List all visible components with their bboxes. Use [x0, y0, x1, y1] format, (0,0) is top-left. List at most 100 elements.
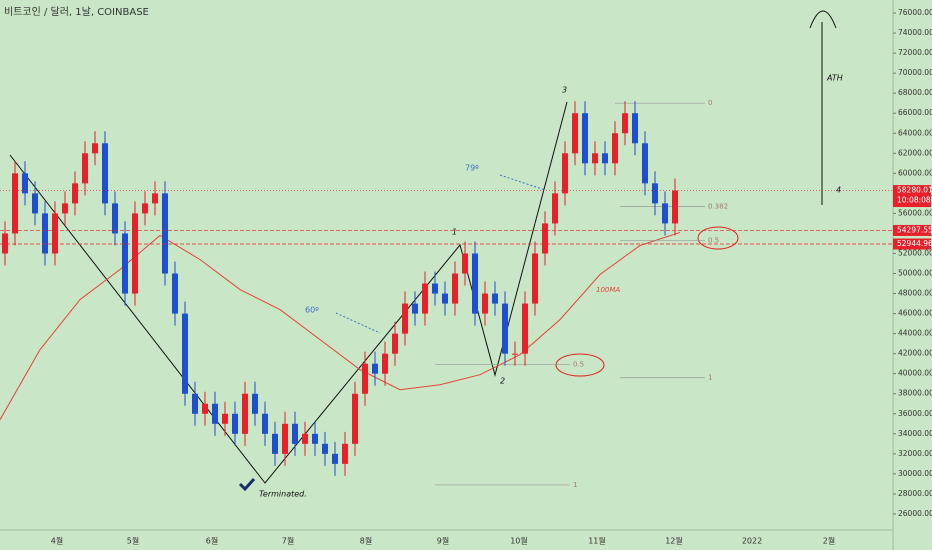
candle-body — [222, 413, 228, 424]
annotation: 60º — [305, 306, 319, 315]
fib-label: 1 — [708, 374, 712, 382]
fib-label: 0.5 — [708, 236, 719, 244]
y-tick-label: 56000.00 — [898, 208, 932, 217]
annotation: 2 — [500, 377, 505, 386]
y-tick-label: 68000.00 — [898, 88, 932, 97]
angle-line — [335, 312, 381, 334]
x-tick-label: 2022 — [742, 537, 762, 546]
annotation: 3 — [562, 86, 567, 95]
candle-body — [522, 303, 528, 354]
candle-body — [192, 393, 198, 414]
y-tick-label: 38000.00 — [898, 389, 932, 398]
y-tick-label: 52000.00 — [898, 248, 932, 257]
candle-body — [62, 203, 68, 214]
candle-body — [662, 203, 668, 224]
annotation: 4 — [836, 186, 841, 195]
candle-body — [72, 183, 78, 204]
candle-body — [292, 423, 298, 444]
candle-body — [572, 113, 578, 154]
candle-body — [492, 293, 498, 304]
y-tick-label: 64000.00 — [898, 128, 932, 137]
candle-body — [652, 183, 658, 204]
ma-label: 100MA — [596, 286, 620, 294]
price-tag — [893, 185, 931, 208]
countdown-label: 10:08:08 — [897, 196, 931, 205]
candle-body — [642, 143, 648, 184]
y-tick-label: 60000.00 — [898, 168, 932, 177]
price-tag — [893, 224, 931, 236]
y-tick-label: 26000.00 — [898, 509, 932, 518]
candle-body — [132, 213, 138, 294]
candle-body — [92, 143, 98, 154]
candle-body — [112, 203, 118, 234]
candle-body — [482, 293, 488, 314]
candle-body — [152, 193, 158, 204]
y-tick-label: 32000.00 — [898, 449, 932, 458]
candle-body — [562, 153, 568, 194]
candle-body — [422, 283, 428, 314]
candle-body — [472, 253, 478, 314]
y-tick-label: 70000.00 — [898, 68, 932, 77]
x-tick-label: 11월 — [588, 536, 606, 546]
annotation: 1 — [452, 228, 457, 237]
x-tick-label: 10월 — [510, 536, 528, 546]
candle-body — [32, 193, 38, 214]
candle-body — [282, 423, 288, 454]
x-tick-label: 7월 — [282, 536, 294, 546]
y-tick-label: 40000.00 — [898, 369, 932, 378]
x-tick-label: 8월 — [360, 536, 372, 546]
y-tick-label: 72000.00 — [898, 48, 932, 57]
candle-body — [542, 223, 548, 254]
candle-body — [362, 363, 368, 394]
fib-label: 0.382 — [708, 202, 728, 210]
check-icon — [238, 477, 256, 492]
x-tick-label: 5월 — [127, 536, 139, 546]
candle-body — [172, 273, 178, 314]
candle-body — [352, 393, 358, 444]
chart-title: 비트코인 / 달러, 1날, COINBASE — [4, 6, 149, 18]
candle-body — [412, 303, 418, 314]
annotation: 79º — [465, 164, 479, 173]
candle-body — [202, 403, 208, 414]
price-tag-label: 54297.55 — [897, 225, 932, 234]
x-tick-label: 12월 — [665, 536, 683, 546]
candle-body — [272, 433, 278, 454]
annotation: Terminated. — [259, 490, 307, 499]
candle-body — [2, 233, 8, 254]
candle-body — [262, 413, 268, 434]
candle-body — [102, 143, 108, 204]
candle-body — [392, 333, 398, 354]
y-tick-label: 46000.00 — [898, 309, 932, 318]
candle-body — [22, 173, 28, 194]
candle-body — [82, 153, 88, 184]
y-tick-label: 66000.00 — [898, 108, 932, 117]
y-tick-label: 44000.00 — [898, 329, 932, 338]
x-tick-label: 9월 — [437, 536, 449, 546]
y-tick-label: 62000.00 — [898, 148, 932, 157]
candle-body — [12, 173, 18, 234]
price-tag-label: 58280.01 — [897, 186, 932, 195]
candle-body — [142, 203, 148, 214]
candle-body — [122, 233, 128, 294]
y-tick-label: 50000.00 — [898, 269, 932, 278]
candle-body — [342, 443, 348, 464]
candle-body — [552, 193, 558, 224]
fib-label: 0.5 — [573, 361, 584, 369]
candle-body — [312, 433, 318, 444]
y-tick-label: 36000.00 — [898, 409, 932, 418]
y-tick-label: 48000.00 — [898, 289, 932, 298]
candle-body — [612, 133, 618, 164]
candle-body — [502, 303, 508, 354]
candle-body — [622, 113, 628, 134]
candle-body — [322, 443, 328, 454]
candle-body — [372, 363, 378, 374]
candle-body — [632, 113, 638, 144]
price-tag — [893, 238, 931, 250]
ath-arc — [809, 10, 837, 29]
candle-body — [512, 353, 518, 355]
candle-body — [52, 213, 58, 254]
candle-body — [302, 433, 308, 444]
candle-body — [602, 153, 608, 164]
y-tick-label: 28000.00 — [898, 489, 932, 498]
